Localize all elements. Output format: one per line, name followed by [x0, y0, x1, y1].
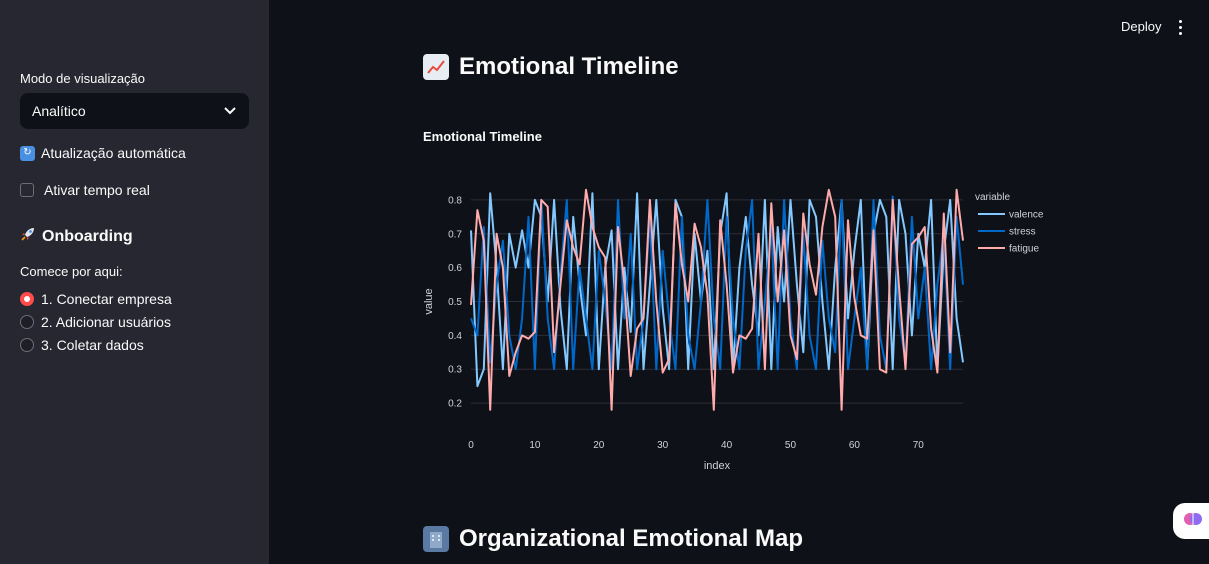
office-building-icon [423, 526, 449, 552]
step-label: 3. Coletar dados [41, 337, 144, 353]
onboarding-subtitle: Comece por aqui: [20, 264, 123, 279]
assistant-fab[interactable] [1173, 503, 1209, 539]
radio-selected[interactable] [20, 292, 34, 306]
page-title: Emotional Timeline [423, 53, 679, 81]
x-tick-label: 0 [468, 440, 474, 451]
legend-label: valence [1009, 210, 1044, 221]
auto-refresh-label: Atualização automática [41, 145, 186, 161]
section-title-text: Organizational Emotional Map [459, 525, 804, 552]
onboarding-heading: Onboarding [20, 226, 133, 247]
mode-select-value: Analítico [32, 103, 86, 119]
onboarding-title: Onboarding [42, 227, 133, 245]
mode-label: Modo de visualização [20, 71, 146, 86]
radio[interactable] [20, 338, 34, 352]
legend-title: variable [975, 192, 1010, 203]
y-tick-label: 0.5 [448, 297, 462, 308]
page-title-text: Emotional Timeline [459, 53, 679, 80]
x-tick-label: 10 [529, 440, 541, 451]
x-tick-label: 20 [593, 440, 605, 451]
deploy-button[interactable]: Deploy [1121, 19, 1162, 34]
y-tick-label: 0.7 [448, 229, 462, 240]
legend-label: stress [1009, 227, 1036, 238]
chart-increasing-icon [423, 54, 449, 80]
section-title: Organizational Emotional Map [423, 525, 803, 553]
auto-refresh-text: ↻ Atualização automática [20, 145, 186, 161]
x-tick-label: 70 [913, 440, 925, 451]
x-tick-label: 60 [849, 440, 861, 451]
realtime-label: Ativar tempo real [44, 182, 150, 198]
x-axis-label: index [704, 460, 731, 472]
step-option-3[interactable]: 3. Coletar dados [20, 337, 144, 353]
realtime-checkbox-row[interactable]: Ativar tempo real [20, 182, 150, 198]
rocket-icon [20, 226, 36, 247]
x-tick-label: 50 [785, 440, 797, 451]
radio[interactable] [20, 315, 34, 329]
chart-title: Emotional Timeline [423, 129, 542, 144]
x-tick-label: 40 [721, 440, 733, 451]
emotional-timeline-chart: 0.2 0.3 0.4 0.5 0.6 0.7 0.8 0 10 20 30 40 50 60 70 inde… [423, 188, 1044, 472]
step-option-1[interactable]: 1. Conectar empresa [20, 291, 172, 307]
y-tick-label: 0.3 [448, 365, 462, 376]
x-tick-label: 30 [657, 440, 669, 451]
step-label: 1. Conectar empresa [41, 291, 172, 307]
step-option-2[interactable]: 2. Adicionar usuários [20, 314, 171, 330]
step-label: 2. Adicionar usuários [41, 314, 171, 330]
y-tick-label: 0.4 [448, 331, 462, 342]
chevron-down-icon [223, 104, 237, 118]
brain-icon [1183, 509, 1203, 534]
realtime-checkbox[interactable] [20, 183, 34, 197]
y-axis-label: value [423, 288, 435, 314]
y-tick-label: 0.2 [448, 399, 462, 410]
refresh-icon: ↻ [20, 145, 35, 161]
y-tick-label: 0.8 [448, 195, 462, 206]
y-tick-label: 0.6 [448, 263, 462, 274]
mode-select[interactable]: Analítico [20, 93, 249, 129]
sidebar: Modo de visualização Analítico ↻ Atualiz… [0, 0, 269, 564]
legend-label: fatigue [1009, 244, 1039, 255]
series-line-fatigue [470, 188, 964, 411]
more-menu-icon[interactable] [1174, 17, 1186, 37]
